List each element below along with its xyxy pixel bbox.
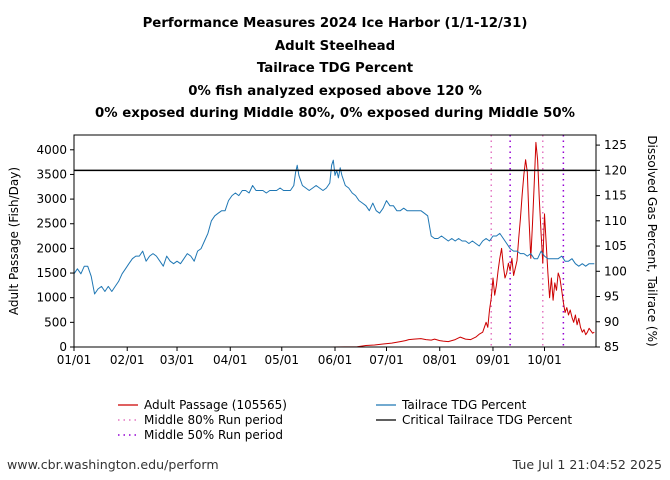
legend-label: Critical Tailrace TDG Percent	[402, 413, 572, 427]
y-left-axis-label: Adult Passage (Fish/Day)	[7, 167, 21, 315]
x-tick-label: 08/01	[422, 353, 457, 367]
footer-url[interactable]: www.cbr.washington.edu/perform	[7, 457, 219, 472]
y-left-tick-label: 0	[59, 340, 67, 354]
x-tick-label: 09/01	[476, 353, 511, 367]
chart-subtitle-measure: Tailrace TDG Percent	[256, 61, 414, 76]
x-tick-label: 04/01	[213, 353, 248, 367]
x-tick-label: 05/01	[264, 353, 299, 367]
chart-subtitle-exposure: 0% fish analyzed exposed above 120 %	[188, 83, 482, 99]
y-right-tick-label: 105	[604, 239, 627, 253]
chart-titles: Performance Measures 2024 Ice Harbor (1/…	[0, 13, 670, 126]
x-tick-label: 06/01	[318, 353, 353, 367]
y-right-tick-label: 115	[604, 189, 627, 203]
x-tick-label: 07/01	[369, 353, 404, 367]
y-left-tick-label: 2500	[36, 217, 67, 231]
footer-timestamp: Tue Jul 1 21:04:52 2025	[512, 457, 662, 472]
y-left-tick-label: 2000	[36, 241, 67, 255]
y-right-tick-label: 110	[604, 214, 627, 228]
y-right-tick-label: 100	[604, 264, 627, 278]
y-right-tick-label: 85	[604, 340, 619, 354]
x-tick-label: 03/01	[160, 353, 195, 367]
tailrace-tdg-series	[73, 159, 595, 295]
y-right-axis-label: Dissolved Gas Percent, Tailrace (%)	[645, 135, 659, 346]
y-left-tick-label: 3000	[36, 192, 67, 206]
x-tick-label: 10/01	[527, 353, 562, 367]
y-right-tick-label: 125	[604, 138, 627, 152]
y-left-tick-label: 500	[44, 315, 67, 329]
x-tick-label: 01/01	[57, 353, 92, 367]
legend-label: Middle 80% Run period	[144, 413, 283, 427]
y-right-tick-label: 90	[604, 315, 619, 329]
chart-title: Performance Measures 2024 Ice Harbor (1/…	[142, 16, 528, 31]
chart-subtitle-middle-periods: 0% exposed during Middle 80%, 0% exposed…	[95, 106, 575, 121]
y-right-tick-label: 95	[604, 290, 619, 304]
y-left-tick-label: 4000	[36, 143, 67, 157]
y-right-tick-label: 120	[604, 163, 627, 177]
adult-passage-series	[74, 141, 595, 348]
y-left-tick-label: 3500	[36, 167, 67, 181]
plot-frame	[73, 134, 597, 348]
legend-label: Middle 50% Run period	[144, 428, 283, 442]
y-left-tick-label: 1500	[36, 266, 67, 280]
y-left-tick-label: 1000	[36, 291, 67, 305]
legend-label: Adult Passage (105565)	[144, 398, 287, 412]
legend-label: Tailrace TDG Percent	[401, 398, 527, 412]
chart-subtitle-species: Adult Steelhead	[274, 38, 396, 54]
x-tick-label: 02/01	[110, 353, 145, 367]
